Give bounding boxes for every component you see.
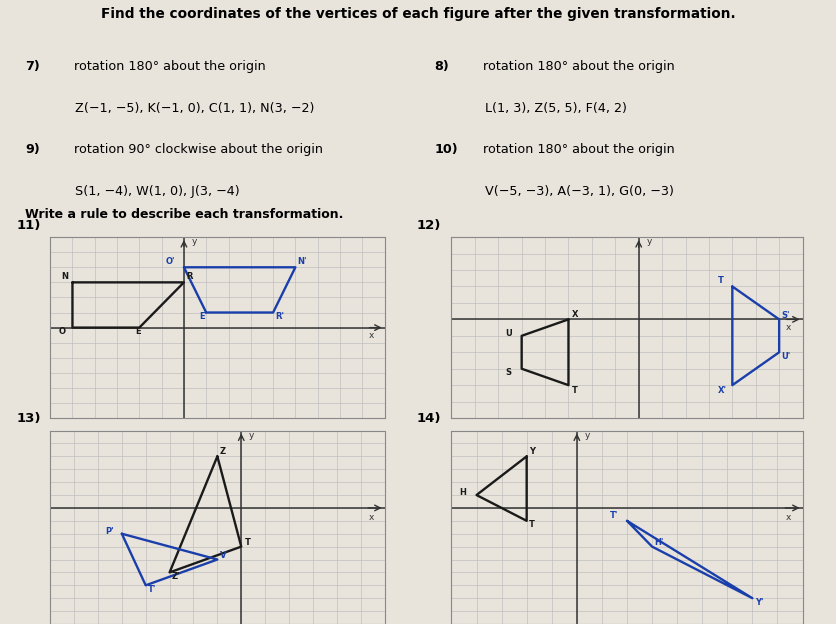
Text: T: T [245,539,251,547]
Text: H': H' [655,539,664,547]
Text: R': R' [275,312,284,321]
Text: 13): 13) [17,412,41,425]
Text: 12): 12) [416,218,441,232]
Text: rotation 180° about the origin: rotation 180° about the origin [483,143,675,156]
Text: 11): 11) [17,218,41,232]
Text: rotation 90° clockwise about the origin: rotation 90° clockwise about the origin [74,143,323,156]
Text: Z: Z [220,447,226,456]
Text: T: T [572,386,578,394]
Text: T': T' [148,585,156,594]
Text: E': E' [200,312,207,321]
Text: T': T' [609,511,618,520]
Text: Z(−1, −5), K(−1, 0), C(1, 1), N(3, −2): Z(−1, −5), K(−1, 0), C(1, 1), N(3, −2) [75,102,314,115]
Text: y: y [191,237,196,246]
Text: T: T [718,276,724,285]
Text: rotation 180° about the origin: rotation 180° about the origin [74,60,265,73]
Text: S(1, −4), W(1, 0), J(3, −4): S(1, −4), W(1, 0), J(3, −4) [75,185,240,198]
Text: x: x [369,331,374,341]
Text: 14): 14) [416,412,441,425]
Text: N': N' [298,257,307,266]
Text: Y': Y' [755,598,763,607]
Text: H: H [459,488,466,497]
Text: U: U [505,329,512,338]
Text: x: x [786,323,791,332]
Text: L(1, 3), Z(5, 5), F(4, 2): L(1, 3), Z(5, 5), F(4, 2) [485,102,627,115]
Text: Write a rule to describe each transformation.: Write a rule to describe each transforma… [25,208,344,221]
Text: V: V [220,550,227,560]
Text: rotation 180° about the origin: rotation 180° about the origin [483,60,675,73]
Text: 10): 10) [435,143,458,156]
Text: Z': Z' [172,572,181,581]
Text: X: X [572,310,579,319]
Text: 7): 7) [25,60,40,73]
Text: N: N [61,272,69,281]
Text: O': O' [166,257,176,266]
Text: 8): 8) [435,60,450,73]
Text: R: R [186,272,192,281]
Text: y: y [646,237,652,246]
Text: P': P' [105,527,114,536]
Text: S: S [505,368,512,378]
Text: Y: Y [529,447,535,456]
Text: X': X' [718,386,727,394]
Text: T: T [529,520,535,529]
Text: E: E [135,328,140,336]
Text: 9): 9) [25,143,40,156]
Text: U': U' [782,352,791,361]
Text: y: y [248,431,254,441]
Text: x: x [786,512,791,522]
Text: S': S' [782,311,790,319]
Text: y: y [584,431,590,441]
Text: O: O [59,326,66,336]
Text: x: x [369,512,374,522]
Text: V(−5, −3), A(−3, 1), G(0, −3): V(−5, −3), A(−3, 1), G(0, −3) [485,185,674,198]
Text: Find the coordinates of the vertices of each figure after the given transformati: Find the coordinates of the vertices of … [100,7,736,21]
